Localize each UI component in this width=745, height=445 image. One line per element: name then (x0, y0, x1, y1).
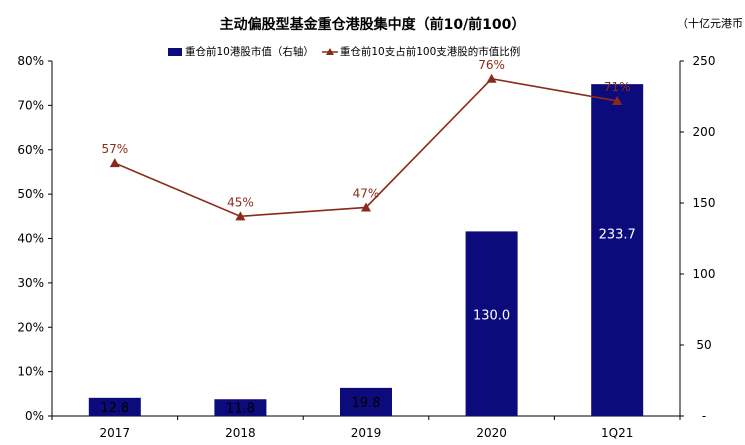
line-point (361, 202, 371, 212)
bar (591, 84, 644, 417)
legend-item-line: 重仓前10支占前100支港股的市值比例 (314, 44, 520, 59)
bar-data-label: 130.0 (473, 308, 510, 323)
x-axis-tick-label: 1Q21 (601, 426, 633, 440)
bar-data-label: 11.8 (226, 402, 255, 417)
x-axis-tick-label: 2018 (225, 426, 256, 440)
line-point (612, 95, 623, 105)
line-data-label: 47% (353, 186, 380, 200)
right-axis-tick-label: 150 (693, 196, 716, 210)
line-point (235, 211, 246, 221)
left-axis-tick-label: 10% (17, 365, 44, 379)
right-axis-tick-label: 200 (693, 125, 716, 139)
chart-title: 主动偏股型基金重仓港股集中度（前10/前100） (219, 17, 526, 33)
right-axis-tick-label: 100 (693, 267, 716, 281)
line-data-label: 76% (478, 58, 505, 72)
legend-item-bar: 重仓前10港股市值（右轴） (168, 44, 314, 59)
right-axis-tick-label: - (702, 409, 706, 423)
bar (340, 387, 392, 416)
left-axis-tick-label: 40% (17, 232, 44, 246)
bar-data-label: 12.8 (100, 401, 129, 416)
line-data-label: 71% (604, 80, 631, 94)
left-axis-tick-label: 60% (17, 143, 44, 157)
left-axis-tick-label: 0% (25, 409, 44, 423)
x-axis-tick-label: 2020 (476, 426, 507, 440)
left-axis-tick-label: 50% (17, 187, 44, 201)
bar (88, 397, 141, 416)
legend-line-label: 重仓前10支占前100支港股的市值比例 (339, 46, 521, 58)
left-axis-tick-label: 20% (17, 320, 44, 334)
left-axis-tick-label: 80% (17, 54, 44, 68)
left-axis-tick-label: 70% (17, 98, 44, 112)
bar (214, 399, 267, 416)
line-point (109, 158, 120, 168)
legend-line-swatch (321, 47, 338, 55)
legend: 重仓前10港股市值（右轴） 重仓前10支占前100支港股的市值比例 (168, 44, 520, 59)
bar (465, 231, 518, 416)
line-point (486, 73, 497, 83)
right-axis-tick-label: 50 (696, 338, 711, 352)
unit-label: （十亿元港币 (677, 17, 743, 30)
x-axis-tick-label: 2019 (351, 426, 382, 440)
bar-data-label: 19.8 (352, 396, 381, 411)
left-axis-tick-label: 30% (17, 276, 44, 290)
x-axis-tick-label: 2017 (100, 426, 131, 440)
bar-data-label: 233.7 (599, 227, 636, 242)
legend-bar-label: 重仓前10港股市值（右轴） (185, 46, 314, 58)
legend-bar-swatch (168, 47, 182, 56)
right-axis-tick-label: 250 (693, 54, 716, 68)
line-data-label: 57% (101, 142, 128, 156)
line-data-label: 45% (227, 195, 254, 209)
